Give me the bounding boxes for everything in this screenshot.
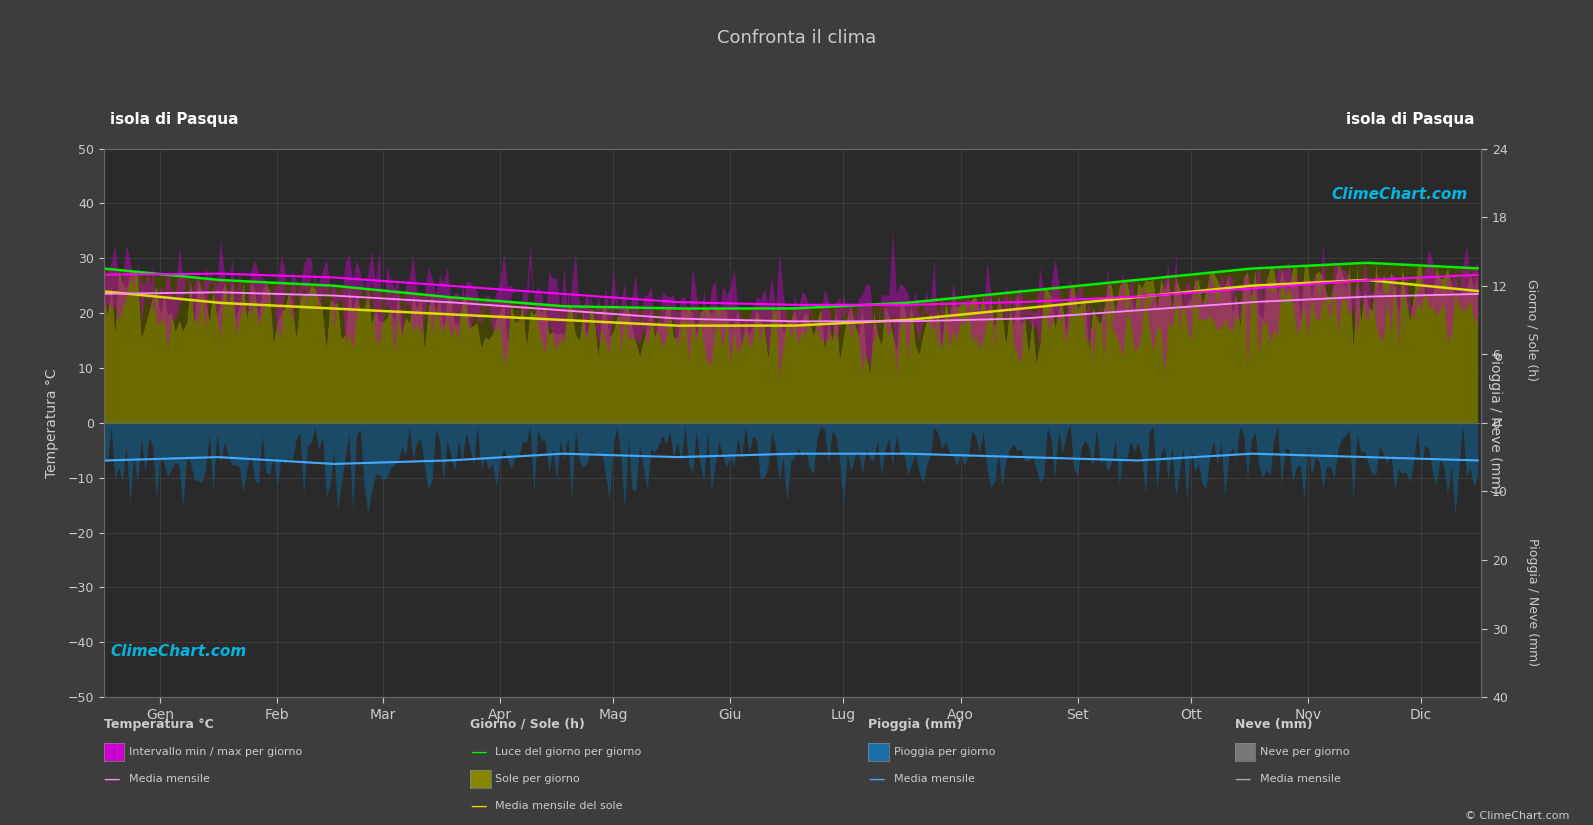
Text: —: — xyxy=(104,770,119,788)
Y-axis label: Temperatura °C: Temperatura °C xyxy=(45,368,59,478)
Y-axis label: Pioggia / Neve (mm): Pioggia / Neve (mm) xyxy=(1488,351,1502,494)
Text: Confronta il clima: Confronta il clima xyxy=(717,29,876,47)
Text: isola di Pasqua: isola di Pasqua xyxy=(1346,111,1475,126)
Text: Luce del giorno per giorno: Luce del giorno per giorno xyxy=(495,747,642,757)
Text: Sole per giorno: Sole per giorno xyxy=(495,774,580,784)
Text: Pioggia (mm): Pioggia (mm) xyxy=(868,718,962,731)
Text: —: — xyxy=(470,797,486,815)
Text: Media mensile: Media mensile xyxy=(1260,774,1341,784)
Text: Giorno / Sole (h): Giorno / Sole (h) xyxy=(1526,279,1539,381)
Text: isola di Pasqua: isola di Pasqua xyxy=(110,111,239,126)
Text: Pioggia / Neve (mm): Pioggia / Neve (mm) xyxy=(1526,538,1539,667)
Text: Neve (mm): Neve (mm) xyxy=(1235,718,1313,731)
Text: Pioggia per giorno: Pioggia per giorno xyxy=(894,747,996,757)
Text: Intervallo min / max per giorno: Intervallo min / max per giorno xyxy=(129,747,303,757)
Text: ClimeChart.com: ClimeChart.com xyxy=(110,644,247,658)
Text: ClimeChart.com: ClimeChart.com xyxy=(1332,187,1467,202)
Text: Temperatura °C: Temperatura °C xyxy=(104,718,213,731)
Text: Media mensile: Media mensile xyxy=(894,774,975,784)
Text: Giorno / Sole (h): Giorno / Sole (h) xyxy=(470,718,585,731)
Text: © ClimeChart.com: © ClimeChart.com xyxy=(1464,811,1569,821)
Text: Neve per giorno: Neve per giorno xyxy=(1260,747,1349,757)
Text: —: — xyxy=(868,770,884,788)
Text: —: — xyxy=(470,742,486,761)
Text: —: — xyxy=(1235,770,1251,788)
Text: Media mensile del sole: Media mensile del sole xyxy=(495,801,623,811)
Text: Media mensile: Media mensile xyxy=(129,774,210,784)
